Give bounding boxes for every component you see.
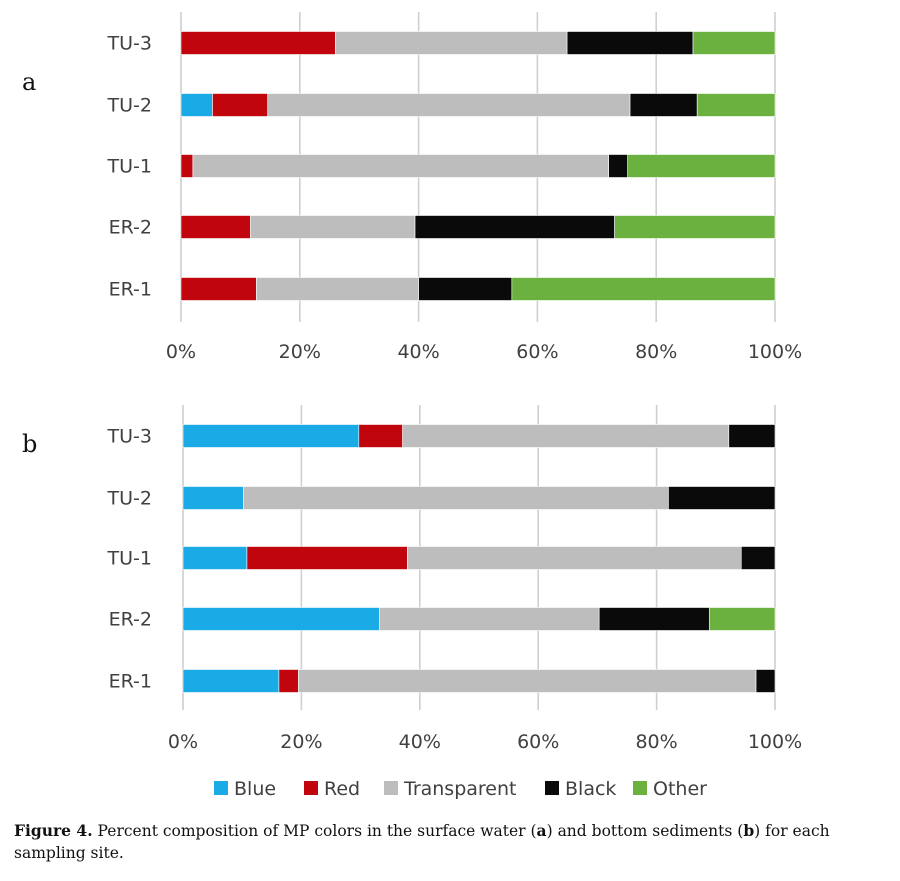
bar-segment-transparent (379, 607, 600, 631)
y-category-label: ER-2 (109, 609, 152, 631)
legend-swatch (633, 781, 647, 795)
x-tick-label: 100% (748, 731, 802, 753)
legend-item-red: Red (304, 778, 360, 800)
legend-label: Other (653, 778, 707, 800)
bar-segment-black (608, 154, 628, 178)
legend-label: Transparent (403, 778, 517, 800)
bar-segment-black (598, 607, 710, 631)
bar-segment-transparent (250, 215, 416, 239)
bar-segment-black (414, 215, 615, 239)
bar-segment-transparent (192, 154, 609, 178)
bar-segment-transparent (298, 669, 757, 693)
legend-label: Red (324, 778, 360, 800)
legend-item-other: Other (633, 778, 707, 800)
bar-segment-red (358, 424, 403, 448)
panel-b-chart: 0% 20% 40% 60% 80% 100% ER-1 ER-2 TU-1 TU-2 TU-3 b (22, 405, 802, 753)
caption-mark-a: a (536, 821, 547, 840)
y-category-label: ER-1 (109, 671, 152, 693)
panel-a-chart: 0% 20% 40% 60% 80% 100% ER-1 ER-2 TU-1 TU-2 TU-3 a (22, 12, 802, 363)
panel-letter: a (22, 68, 36, 96)
y-category-label: TU-1 (107, 548, 152, 570)
x-tick-label: 60% (516, 341, 558, 363)
bar-segment-other (696, 93, 776, 117)
bar-segment-transparent (256, 277, 419, 301)
bar-segment-transparent (402, 424, 730, 448)
figure-caption: Figure 4. Percent composition of MP colo… (14, 820, 886, 864)
bar-segment-transparent (243, 486, 669, 510)
bar-segment-other (614, 215, 776, 239)
x-tick-label: 40% (397, 341, 439, 363)
bar-segment-blue (182, 486, 244, 510)
x-tick-label: 40% (399, 731, 441, 753)
y-category-label: TU-3 (107, 426, 152, 448)
bar-segment-black (755, 669, 776, 693)
bar-segment-blue (180, 93, 213, 117)
bar-segment-blue (182, 424, 360, 448)
legend-item-transparent: Transparent (384, 778, 517, 800)
legend-swatch (545, 781, 559, 795)
bar-segment-other (627, 154, 776, 178)
legend-item-blue: Blue (214, 778, 276, 800)
caption-text-2: ) and bottom sediments ( (546, 822, 744, 840)
caption-text-3: ) for each sampling site. (14, 822, 830, 862)
bar-segment-transparent (335, 31, 568, 55)
y-category-label: ER-2 (109, 217, 152, 239)
bar-segment-red (246, 546, 408, 570)
x-tick-label: 80% (635, 731, 677, 753)
bar-segment-red (180, 277, 257, 301)
bar-segment-black (728, 424, 776, 448)
y-category-label: TU-2 (107, 95, 152, 117)
bar-segment-blue (182, 546, 248, 570)
caption-text-1: Percent composition of MP colors in the … (92, 822, 537, 840)
legend-item-black: Black (545, 778, 616, 800)
legend-swatch (304, 781, 318, 795)
bar-segment-red (180, 154, 194, 178)
bar-segment-other (708, 607, 776, 631)
bar-segment-black (740, 546, 776, 570)
x-tick-label: 80% (635, 341, 677, 363)
bar-segment-black (629, 93, 698, 117)
bar-segment-red (180, 31, 336, 55)
chart-legend: Blue Red Transparent Black Other (214, 778, 707, 800)
legend-label: Black (565, 778, 616, 800)
bar-segment-black (668, 486, 776, 510)
legend-swatch (214, 781, 228, 795)
bar-segment-red (180, 215, 251, 239)
panel-letter: b (22, 430, 37, 458)
bar-segment-transparent (267, 93, 631, 117)
bar-segment-transparent (407, 546, 742, 570)
bar-segment-other (692, 31, 776, 55)
x-tick-label: 0% (166, 341, 196, 363)
y-category-label: ER-1 (109, 279, 152, 301)
x-tick-label: 60% (517, 731, 559, 753)
bar-segment-black (418, 277, 513, 301)
x-tick-label: 0% (168, 731, 198, 753)
bar-segment-black (566, 31, 694, 55)
y-category-label: TU-2 (107, 488, 152, 510)
y-category-label: TU-3 (107, 33, 152, 55)
bar-segment-blue (182, 669, 280, 693)
legend-swatch (384, 781, 398, 795)
caption-mark-b: b (743, 821, 755, 840)
legend-label: Blue (234, 778, 276, 800)
bar-segment-red (278, 669, 299, 693)
x-tick-label: 20% (279, 341, 321, 363)
bar-segment-red (212, 93, 269, 117)
y-category-label: TU-1 (107, 156, 152, 178)
x-tick-label: 20% (280, 731, 322, 753)
x-tick-label: 100% (748, 341, 802, 363)
bar-segment-blue (182, 607, 380, 631)
bar-segment-other (511, 277, 776, 301)
caption-label: Figure 4. (14, 821, 93, 840)
